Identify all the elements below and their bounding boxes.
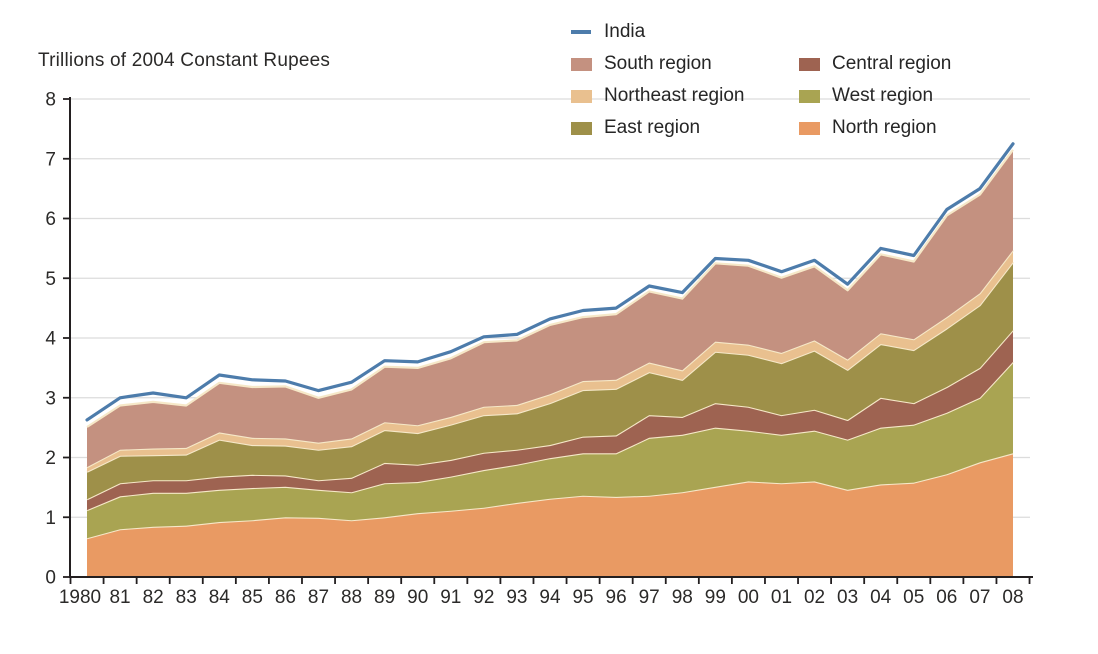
x-tick-label-92: 92 [473,587,494,608]
legend-line-swatch-india [571,30,591,34]
legend-item-north-region: North region [799,112,951,144]
x-tick-label-03: 03 [837,587,858,608]
y-tick-label-3: 3 [45,388,56,409]
y-tick-label-2: 2 [45,448,56,469]
y-tick-label-6: 6 [45,209,56,230]
x-tick-label-86: 86 [275,587,296,608]
area-east-region [87,262,1013,500]
x-tick-label-95: 95 [572,587,593,608]
legend-swatch-west-region [799,89,820,103]
x-tick-label-02: 02 [804,587,825,608]
legend-item-central-region: Central region [799,48,951,80]
legend-label-central-region: Central region [832,53,952,74]
x-tick-label-00: 00 [738,587,759,608]
x-tick-label-89: 89 [374,587,395,608]
legend-item-northeast-region: Northeast region [571,80,799,112]
y-tick-label-5: 5 [45,269,56,290]
legend-label-north-region: North region [832,117,937,138]
x-tick-label-91: 91 [440,587,461,608]
legend-swatch-north-region [799,121,820,135]
chart-title: Trillions of 2004 Constant Rupees [38,50,331,71]
legend-label-south-region: South region [604,53,712,74]
x-tick-label-97: 97 [639,587,660,608]
area-northeast-region [87,250,1013,472]
x-tick-label-90: 90 [407,587,428,608]
x-tick-label-82: 82 [143,587,164,608]
india-line [85,142,1015,422]
area-edge-south-region [86,149,1014,428]
legend-item-east-region: East region [571,112,799,144]
x-tick-label-1980: 1980 [59,587,101,608]
y-tick-label-7: 7 [45,149,56,170]
legend-label-west-region: West region [832,85,934,106]
y-tick-label-0: 0 [45,568,56,589]
x-tick-label-94: 94 [539,587,561,608]
x-tick-label-01: 01 [771,587,792,608]
x-tick-label-99: 99 [705,587,726,608]
area-west-region [87,361,1013,539]
x-tick-label-83: 83 [176,587,197,608]
x-tick-label-96: 96 [606,587,627,608]
x-tick-label-06: 06 [936,587,957,608]
x-tick-label-05: 05 [903,587,924,608]
x-tick-label-98: 98 [672,587,693,608]
x-tick-label-04: 04 [870,587,892,608]
x-tick-label-87: 87 [308,587,329,608]
legend-label-northeast-region: Northeast region [604,85,745,106]
x-tick-label-81: 81 [109,587,130,608]
legend-item-west-region: West region [799,80,951,112]
x-tick-label-84: 84 [209,587,231,608]
x-tick-label-07: 07 [969,587,990,608]
x-tick-label-93: 93 [506,587,527,608]
x-tick-label-08: 08 [1002,587,1023,608]
legend-swatch-south-region [571,57,592,71]
legend: India South region Northeast region East re… [571,16,1051,144]
legend-swatch-northeast-region [571,89,592,103]
area-central-region [87,330,1013,511]
y-tick-label-8: 8 [45,90,56,111]
y-tick-label-1: 1 [45,508,56,529]
legend-item-india: India [571,16,645,48]
legend-item-south-region: South region [571,48,799,80]
legend-swatch-east-region [571,121,592,135]
x-tick-label-85: 85 [242,587,263,608]
area-south-region [87,149,1013,468]
legend-label-east-region: East region [604,117,701,138]
legend-label-india: India [604,21,646,42]
y-tick-label-4: 4 [45,329,56,350]
legend-swatch-central-region [799,57,820,71]
x-tick-label-88: 88 [341,587,362,608]
